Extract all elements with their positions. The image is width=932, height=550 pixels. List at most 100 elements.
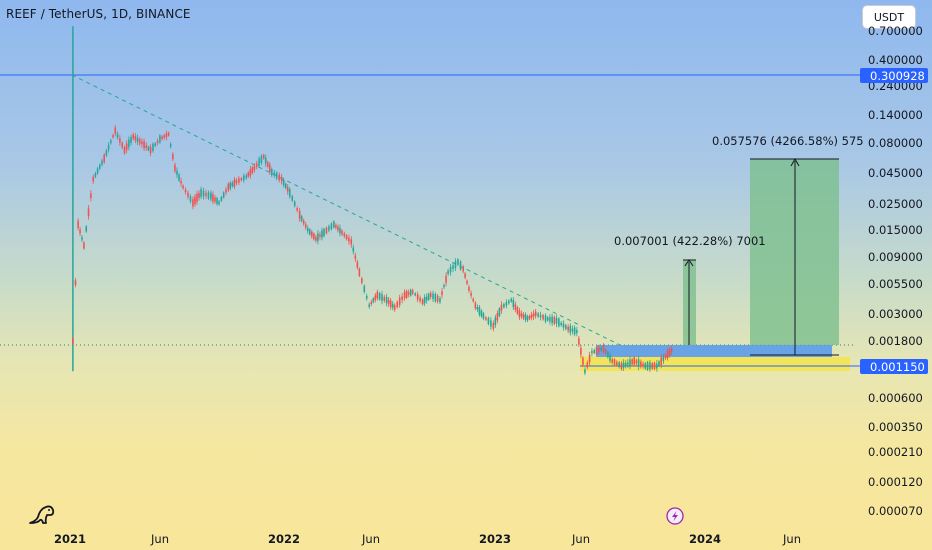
candle-body bbox=[411, 290, 414, 294]
candle-body bbox=[251, 167, 254, 173]
candle-body bbox=[476, 306, 479, 310]
candle-body bbox=[524, 314, 527, 320]
candle-body bbox=[343, 233, 346, 237]
target-annotation-1: 0.007001 (422.28%) 7001 bbox=[614, 234, 766, 248]
candle-body bbox=[403, 291, 406, 299]
support-zone[interactable] bbox=[580, 357, 850, 371]
candle-body bbox=[452, 265, 454, 270]
candle-body bbox=[313, 233, 315, 240]
candle-body bbox=[255, 163, 258, 167]
x-tick-label: 2021 bbox=[54, 532, 86, 546]
candle-body bbox=[609, 354, 611, 361]
candle-body bbox=[159, 135, 161, 143]
candle-body bbox=[278, 174, 281, 181]
candle-body bbox=[492, 322, 495, 329]
x-tick-label: 2022 bbox=[268, 532, 300, 546]
candle-body bbox=[376, 291, 379, 299]
candle-body bbox=[421, 299, 424, 305]
candle-body bbox=[407, 292, 410, 295]
candle-body bbox=[449, 267, 452, 273]
x-tick-label: 2024 bbox=[689, 532, 721, 546]
candle-body bbox=[202, 190, 205, 197]
candle-body bbox=[138, 139, 141, 144]
candle-body bbox=[441, 291, 443, 296]
candle-body bbox=[534, 311, 537, 317]
candle-body bbox=[436, 295, 439, 302]
candle-body bbox=[174, 164, 176, 172]
candle-body bbox=[114, 127, 117, 134]
currency-button[interactable]: USDT bbox=[862, 5, 916, 29]
y-tick-label: 0.400000 bbox=[868, 53, 923, 67]
candle-body bbox=[105, 150, 108, 156]
candle-body bbox=[311, 231, 313, 237]
candle-body bbox=[649, 362, 651, 370]
candle-body bbox=[635, 360, 638, 364]
candle-body bbox=[498, 308, 501, 317]
candle-body bbox=[200, 189, 202, 197]
candle-body bbox=[264, 157, 267, 164]
candle-body bbox=[558, 318, 560, 327]
candle-body bbox=[207, 192, 210, 199]
x-axis[interactable]: 2021 Jun 2022 Jun 2023 Jun 2024 Jun bbox=[54, 532, 801, 546]
candle-body bbox=[85, 226, 88, 232]
trendline[interactable] bbox=[71, 74, 621, 346]
candle-body bbox=[624, 362, 627, 366]
y-tick-label: 0.015000 bbox=[868, 223, 923, 237]
candle-body bbox=[317, 233, 319, 242]
entry-zone[interactable] bbox=[596, 345, 832, 357]
candle-body bbox=[414, 293, 416, 296]
candle-body bbox=[633, 357, 636, 365]
candle-body bbox=[551, 316, 553, 324]
candle-body bbox=[622, 362, 625, 368]
candle-body bbox=[165, 133, 168, 138]
candle-body bbox=[125, 143, 128, 151]
candle-body bbox=[280, 176, 283, 182]
candle-body bbox=[341, 230, 343, 235]
candle-body bbox=[530, 314, 533, 318]
candle-body bbox=[240, 178, 243, 181]
candle-body bbox=[544, 315, 547, 322]
candle-body bbox=[335, 224, 337, 228]
y-tick-label: 0.140000 bbox=[868, 108, 923, 122]
candle-body bbox=[288, 189, 291, 197]
candles bbox=[72, 26, 673, 376]
candle-body bbox=[468, 287, 470, 291]
candle-body bbox=[77, 220, 79, 228]
candle-body bbox=[546, 317, 549, 321]
candle-body bbox=[646, 362, 649, 370]
x-tick-label: 2023 bbox=[479, 532, 511, 546]
candle-body bbox=[494, 317, 497, 326]
candle-body bbox=[112, 134, 114, 138]
candle-body bbox=[651, 363, 654, 369]
candle-body bbox=[666, 350, 669, 359]
candle-body bbox=[427, 293, 430, 300]
candle-body bbox=[116, 133, 119, 138]
candle-body bbox=[553, 317, 556, 324]
candle-body bbox=[522, 314, 525, 319]
candle-body bbox=[363, 285, 366, 293]
candle-body bbox=[273, 172, 276, 176]
candle-body bbox=[216, 198, 218, 205]
candle-body bbox=[588, 354, 591, 363]
candle-body bbox=[361, 278, 363, 283]
candle-body bbox=[631, 359, 633, 365]
y-tick-label: 0.000210 bbox=[868, 445, 923, 459]
candle-body bbox=[286, 187, 289, 192]
candle-body bbox=[123, 147, 126, 154]
candle-body bbox=[296, 208, 298, 211]
y-axis[interactable]: 0.7000000.4000000.2400000.1400000.080000… bbox=[868, 24, 923, 518]
candle-body bbox=[447, 270, 449, 274]
candle-body bbox=[644, 363, 647, 369]
y-tick-label: 0.009000 bbox=[868, 250, 923, 264]
candle-body bbox=[629, 359, 631, 366]
candle-body bbox=[466, 280, 468, 284]
candle-body bbox=[304, 224, 307, 228]
y-tick-label: 0.003000 bbox=[868, 307, 923, 321]
candle-body bbox=[582, 357, 584, 365]
candle-body bbox=[266, 162, 269, 167]
candle-body bbox=[668, 349, 671, 356]
lightning-event-icon[interactable] bbox=[666, 507, 684, 525]
candle-body bbox=[514, 304, 517, 310]
